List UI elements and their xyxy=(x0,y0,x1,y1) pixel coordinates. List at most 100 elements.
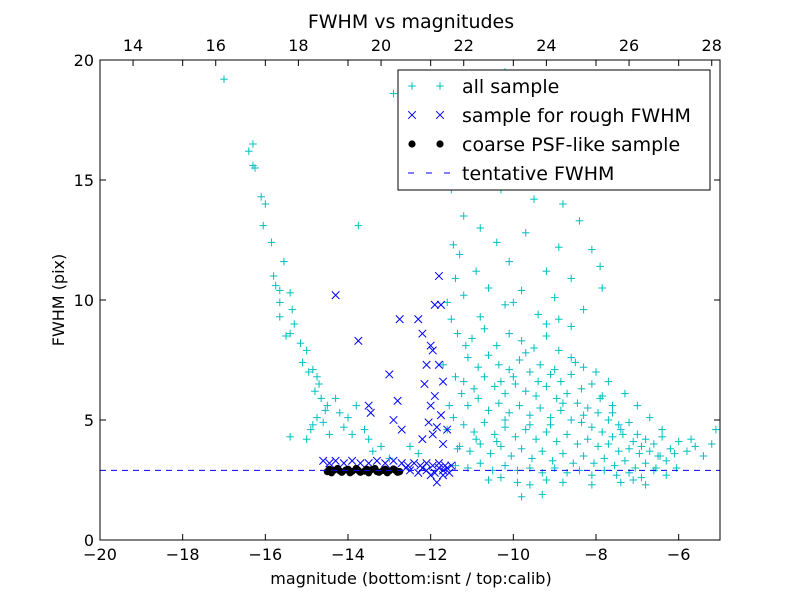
top-tick-label-7: 26 xyxy=(619,36,639,55)
series-1-point-188 xyxy=(583,435,592,443)
series-2-point-5-b xyxy=(385,370,394,379)
series-1-point-251 xyxy=(625,418,633,427)
series-1-point-30 xyxy=(321,406,330,415)
series-1-point-192 xyxy=(625,445,633,453)
series-1-point-102 xyxy=(484,284,493,292)
series-1-point-187 xyxy=(573,440,582,448)
series-2-point-34-b xyxy=(347,456,357,465)
series-1-point-34 xyxy=(302,435,311,443)
series-2-point-13-b xyxy=(430,300,439,309)
series-1-point-243 xyxy=(629,476,637,484)
series-1-point-144 xyxy=(470,385,478,393)
series-2-point-7 xyxy=(389,415,398,425)
series-1-point-204 xyxy=(538,447,547,455)
series-3-point-24 xyxy=(346,469,354,477)
x-tick-label-5: −12 xyxy=(414,545,448,564)
series-1-point-42 xyxy=(344,413,352,422)
series-1-point-130 xyxy=(484,351,493,359)
series-1-point-173 xyxy=(608,433,617,441)
series-1-point-172 xyxy=(598,428,606,436)
series-1-point-90 xyxy=(588,245,596,254)
series-1-point-45 xyxy=(354,221,363,230)
axis-ticks: −20 −18 −16 −14 −12 −10 −8 −6 0 5 10 15 20 14 16 18 20 22… xyxy=(74,36,722,564)
series-1-point-123 xyxy=(658,425,666,434)
series-1-point-93 xyxy=(579,305,588,314)
series-1-point-18 xyxy=(286,329,294,338)
series-2-point-8 xyxy=(397,425,406,434)
series-2-point-3 xyxy=(364,401,373,410)
series-1-point-176 xyxy=(459,421,468,429)
series-2-point-30-b xyxy=(319,456,328,465)
x-tick-label-3: −16 xyxy=(248,545,282,564)
series-1-point-142 xyxy=(608,401,617,410)
series-1-point-250 xyxy=(617,425,625,434)
series-2-point-37 xyxy=(372,456,382,465)
series-1-point-279 xyxy=(555,315,563,323)
series-1-point-37 xyxy=(323,401,332,410)
series-1-point-253 xyxy=(641,435,650,443)
series-1-point-53 xyxy=(406,442,414,451)
legend-swatch-1 xyxy=(408,82,444,90)
series-2-point-15-b xyxy=(434,271,444,281)
series-2-point-21-b xyxy=(438,377,448,386)
series-1-point-262 xyxy=(654,452,662,460)
series-1-point-97 xyxy=(505,257,513,266)
legend-marker-1-a xyxy=(408,82,416,90)
series-2-point-45 xyxy=(428,461,437,470)
series-2-point-24 xyxy=(424,418,433,427)
series-1-point-126 xyxy=(712,425,720,434)
series-2-point-16 xyxy=(428,346,437,355)
series-1-point-104 xyxy=(517,286,526,295)
series-2-point-1 xyxy=(331,291,340,300)
series-1-point-132 xyxy=(505,365,513,374)
series-1-point-201 xyxy=(507,452,516,460)
legend-label-2: sample for rough FWHM xyxy=(462,105,691,127)
series-1-point-199 xyxy=(486,449,495,458)
series-1-point-20 xyxy=(282,332,290,340)
series-1-point-238 xyxy=(559,478,567,487)
series-1-point-256 xyxy=(666,445,675,453)
series-1-point-16 xyxy=(288,305,296,314)
series-1-point-170 xyxy=(577,418,586,427)
series-1-point-62 xyxy=(451,274,460,283)
series-2-point-28 xyxy=(438,439,448,449)
series-2-point-19 xyxy=(420,379,429,389)
series-2-point-51-b xyxy=(422,466,431,475)
series-1-point-125 xyxy=(691,442,699,451)
series-1-point-191 xyxy=(614,447,623,455)
series-1-point-94 xyxy=(567,274,575,283)
series-1-point-35 xyxy=(286,433,294,441)
series-1-point-206 xyxy=(559,449,567,458)
series-1-point-92 xyxy=(598,284,606,292)
series-2-point-59 xyxy=(432,478,442,487)
series-1-point-193 xyxy=(635,449,644,458)
series-1-point-110 xyxy=(493,341,501,350)
series-1-point-166 xyxy=(536,404,544,412)
top-tick-label-1: 14 xyxy=(123,36,143,55)
series-1-point-270 xyxy=(509,373,518,381)
x-tick-label-2: −18 xyxy=(166,545,200,564)
series-1-point-8 xyxy=(259,221,268,230)
series-1-point-43 xyxy=(348,430,356,439)
series-1-point-200 xyxy=(497,442,505,451)
series-1-point-36 xyxy=(319,418,327,427)
series-1-point-115 xyxy=(555,346,563,355)
series-1-point-150 xyxy=(532,392,540,400)
series-1-point-116 xyxy=(567,353,575,362)
series-1-point-190 xyxy=(604,440,613,448)
x-axis-label: magnitude (bottom:isnt / top:calib) xyxy=(270,569,551,588)
series-1-point-235 xyxy=(662,471,671,479)
x-tick-label-4: −14 xyxy=(331,545,365,564)
series-1-point-220 xyxy=(476,459,485,467)
series-1-point-3 xyxy=(249,140,257,148)
series-2-point-20-b xyxy=(430,391,439,401)
series-3-point-25 xyxy=(356,468,364,476)
series-1-point-121 xyxy=(633,401,642,410)
series-1-point-258 xyxy=(670,449,679,458)
series-1-point-108 xyxy=(468,334,476,343)
series-1-point-218 xyxy=(451,461,460,470)
y-tick-label-4: 15 xyxy=(74,171,94,190)
series-1-point-275 xyxy=(497,377,505,386)
series-1-point-244 xyxy=(641,481,650,489)
series-2-point-24-b xyxy=(424,418,433,427)
